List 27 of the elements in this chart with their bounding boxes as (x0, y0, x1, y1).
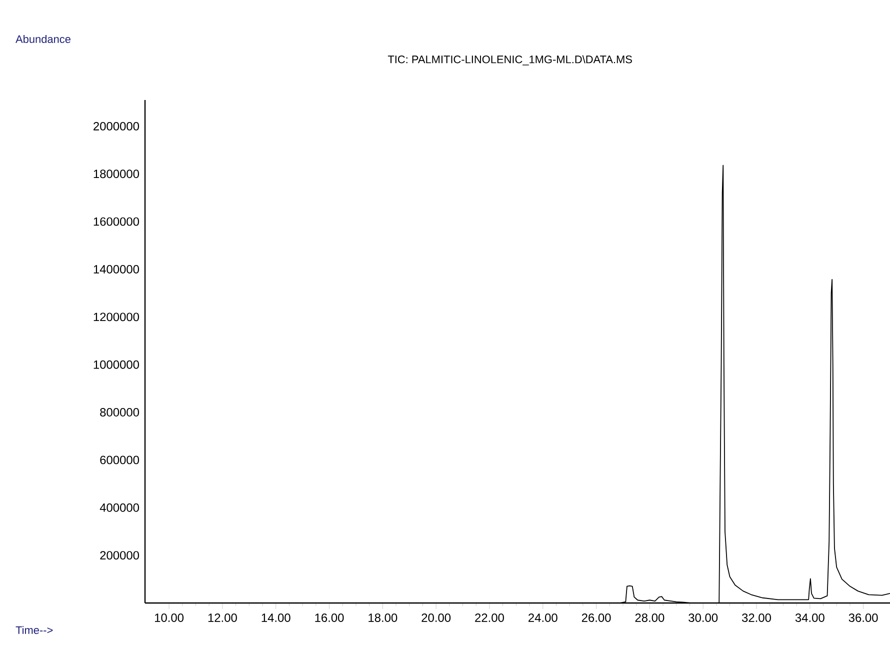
x-tick-label: 22.00 (475, 614, 504, 622)
y-tick-label: 2000000 (94, 122, 140, 130)
x-axis-title: Time--> (16, 626, 53, 634)
y-tick-label: 1600000 (94, 217, 140, 226)
y-tick-label: 1000000 (94, 360, 140, 369)
x-tick-label: 18.00 (368, 614, 398, 622)
y-tick-label: 600000 (100, 456, 140, 464)
x-tick-label: 30.00 (688, 614, 718, 622)
y-tick-label: 800000 (100, 408, 140, 416)
x-tick-label: 28.00 (635, 614, 664, 622)
x-tick-label: 34.00 (795, 614, 824, 622)
x-tick-label: 16.00 (315, 614, 344, 622)
text: Abundance (16, 34, 70, 44)
x-tick-label: 14.00 (262, 614, 290, 622)
x-tick-label: 36.00 (848, 614, 878, 622)
x-tick-label: 10.00 (154, 614, 184, 622)
x-tick-label: 26.00 (582, 614, 611, 622)
x-tick-label: 24.00 (528, 614, 558, 622)
y-tick-label: 1200000 (94, 312, 140, 322)
y-tick-label: 1800000 (94, 170, 140, 178)
y-tick-label: 200000 (100, 551, 140, 560)
x-tick-label: 32.00 (742, 614, 771, 622)
y-tick-label: 1400000 (94, 265, 140, 274)
y-tick-label: 400000 (100, 503, 140, 512)
x-tick-label: 20.00 (422, 614, 451, 622)
x-tick-label: 12.00 (208, 614, 237, 622)
chart-title: TIC: PALMITIC-LINOLENIC_1MG-ML.D\DATA.MS (388, 55, 632, 66)
